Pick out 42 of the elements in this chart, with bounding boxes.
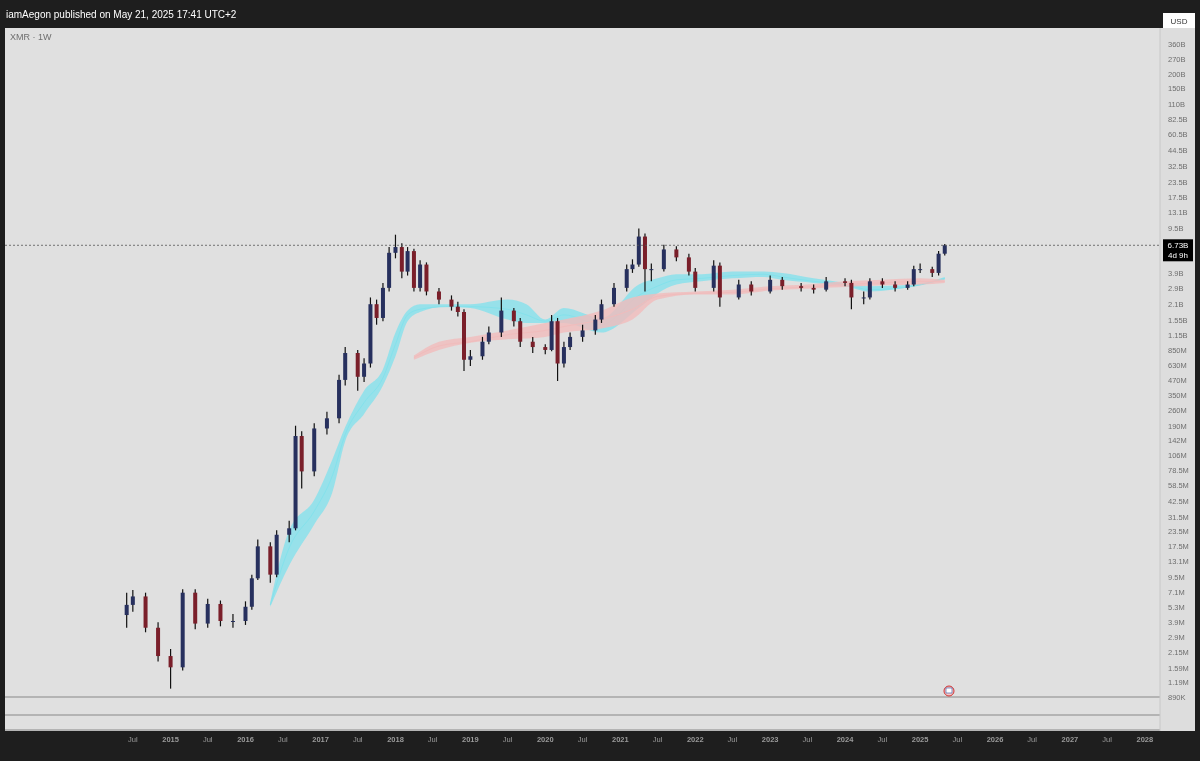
candlestick [893,280,898,293]
candlestick [355,349,360,392]
candlestick [499,296,504,338]
candlestick [843,277,848,287]
candlestick [686,253,691,277]
candlestick [480,336,485,361]
candlestick [205,598,210,629]
candlestick [849,279,854,310]
candlestick [936,250,941,277]
candlestick [918,262,923,274]
candlestick [124,592,129,629]
candlestick [324,411,329,436]
candlestick [867,277,872,301]
candlestick [287,520,292,543]
chart-title: XMR · 1W [10,32,52,42]
candlestick [230,613,235,629]
candlestick [218,599,223,627]
candlestick [418,259,423,293]
candlestick [711,259,716,293]
ref-line-label: 6.73B [1167,241,1189,251]
candlestick [612,282,616,308]
candlestick [693,267,698,293]
candlestick [393,234,398,259]
candlestick [661,244,666,273]
text: 4d 9h [1167,251,1189,261]
candlestick [593,314,598,336]
candlestick [405,246,410,277]
candlestick [243,600,248,626]
candlestick [736,279,741,301]
candlestick [511,307,516,328]
candlestick [518,317,523,348]
y-axis-title: USD [1170,17,1188,26]
candlestick [561,341,566,369]
candlestick [362,357,367,383]
candlestick [374,299,379,326]
candlestick [130,589,135,613]
candlestick [599,299,604,324]
candlestick [911,265,916,287]
candlestick [624,263,629,293]
chart-subtitle: iamAegon published on May 21, 2025 17:41 UTC+2 [6,9,237,20]
candlestick [799,282,804,293]
candlestick [168,648,173,690]
